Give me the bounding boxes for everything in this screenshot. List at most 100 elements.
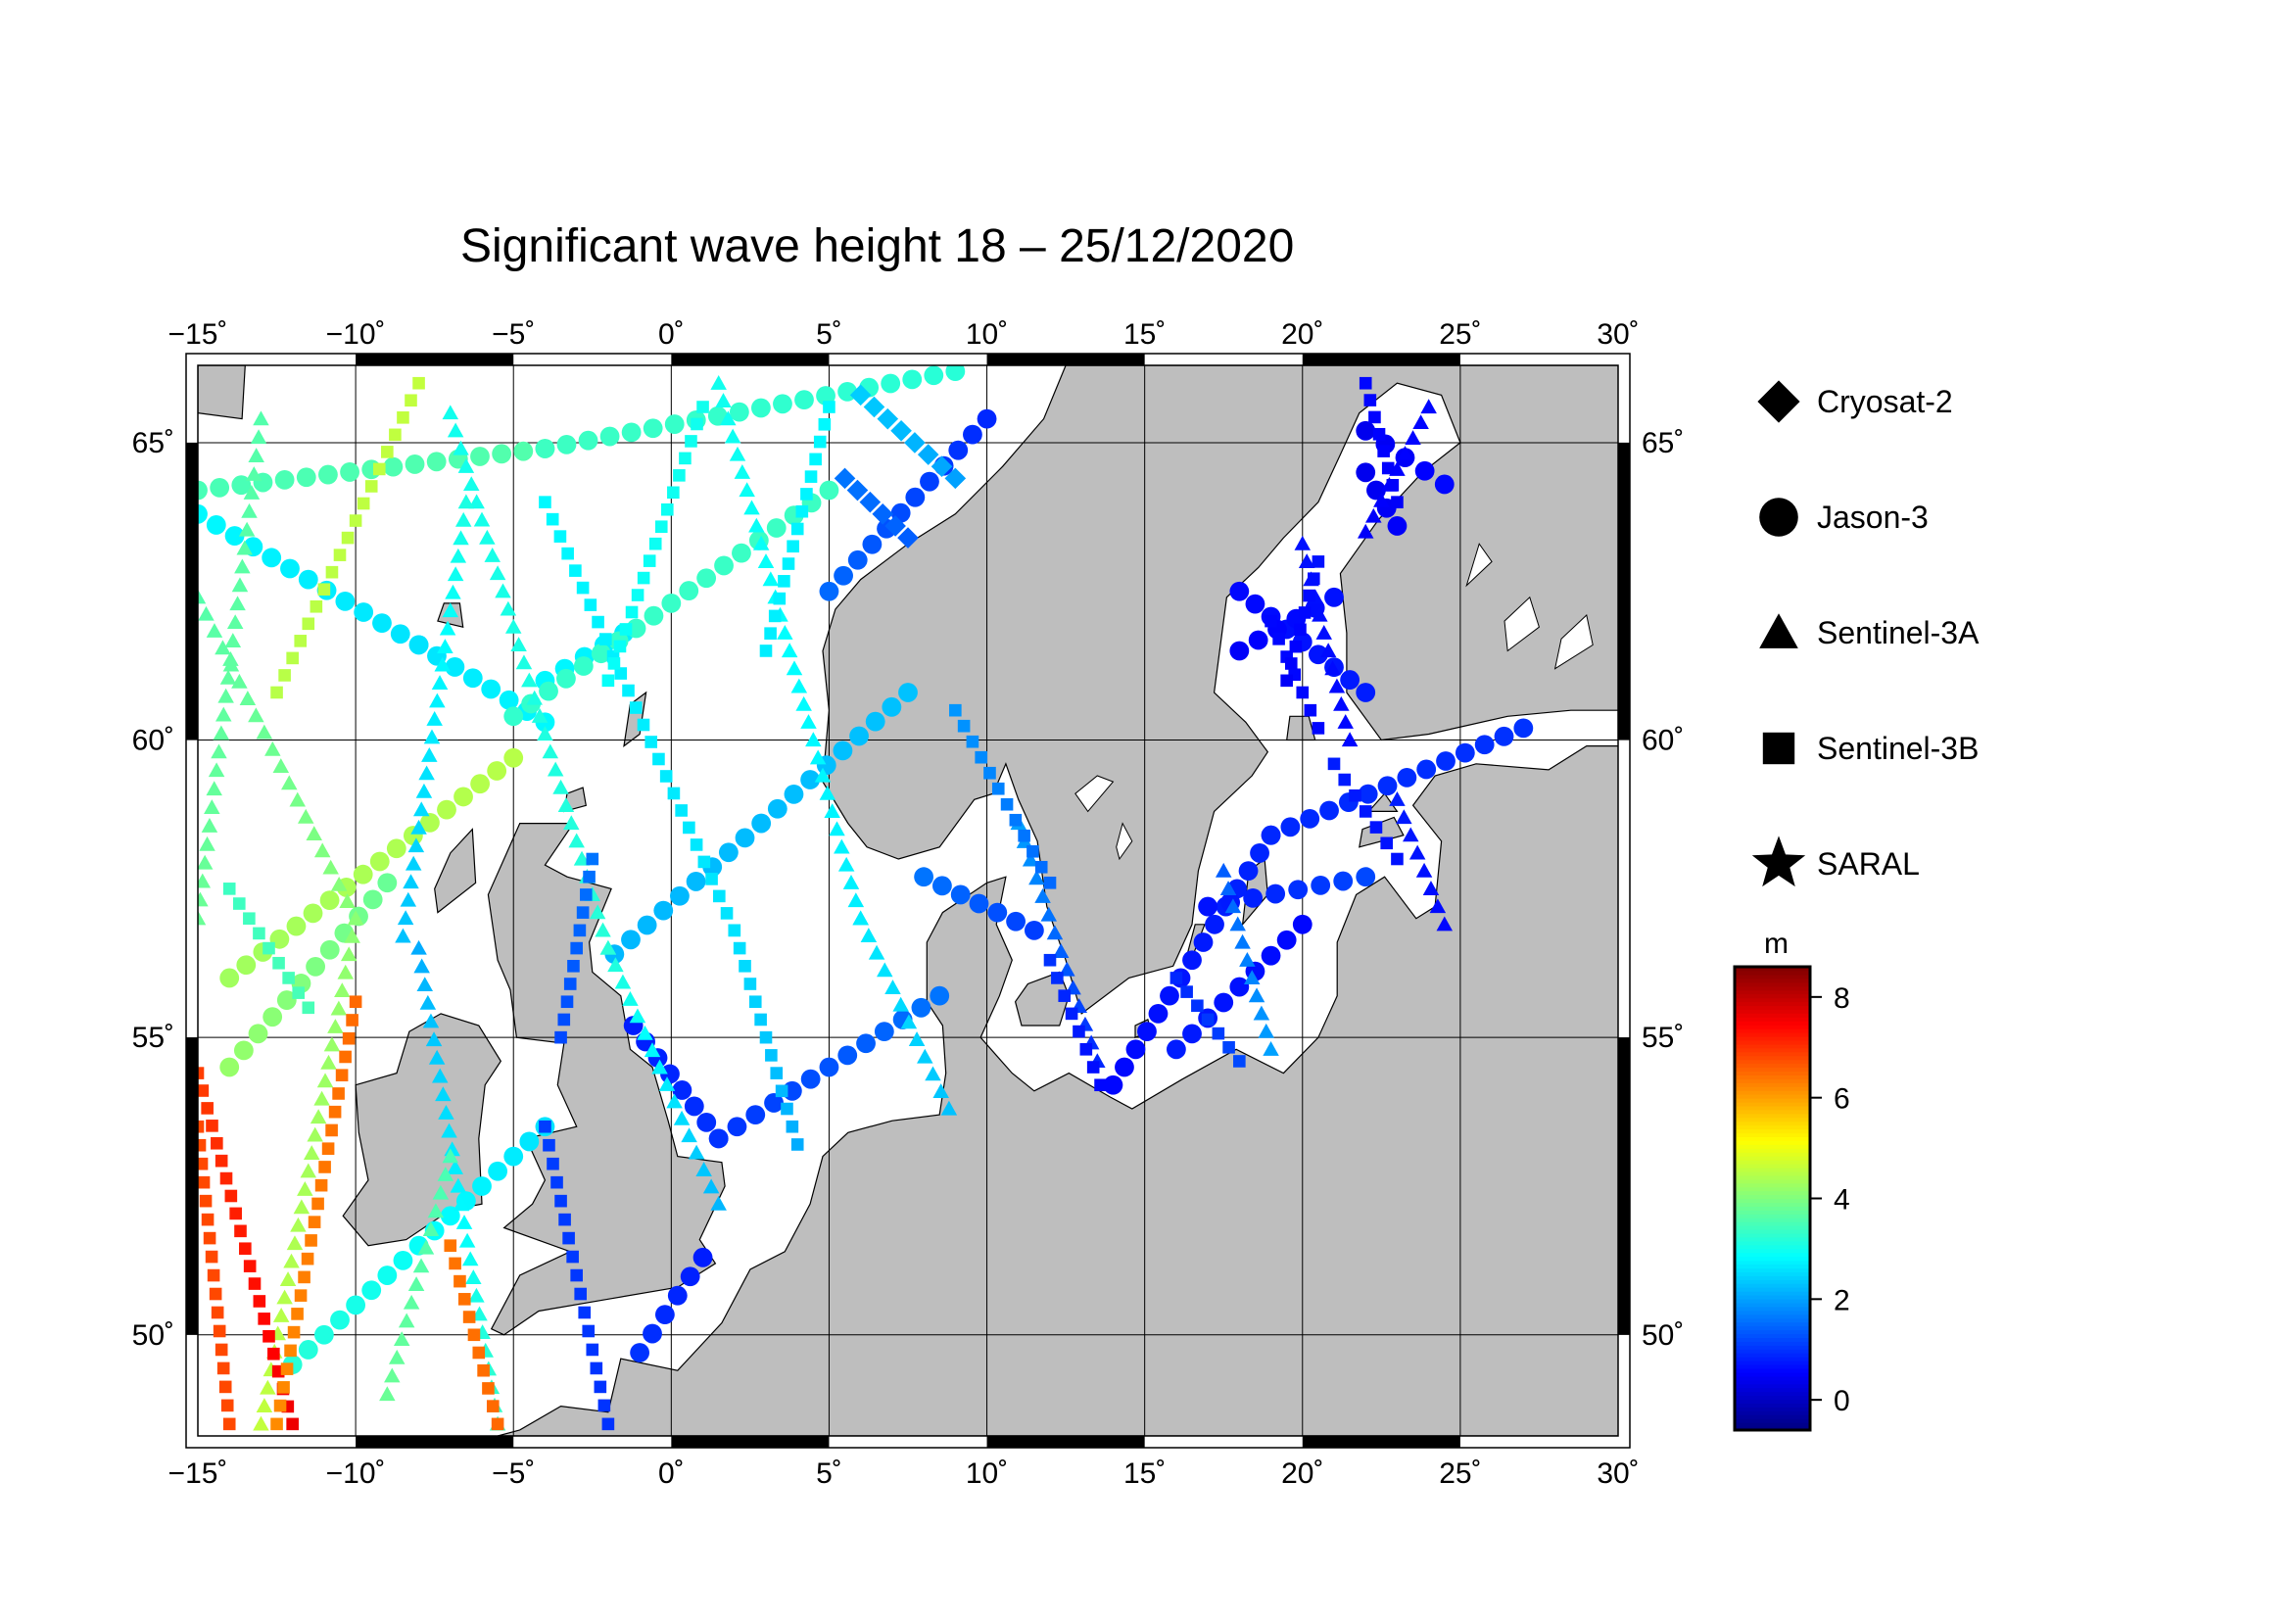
data-point [667, 486, 680, 500]
data-point [661, 502, 674, 516]
data-point [1079, 1043, 1093, 1056]
colorbar-segment [1735, 1291, 1810, 1296]
data-point [349, 995, 362, 1009]
data-point [696, 1113, 717, 1132]
data-point [210, 477, 230, 498]
data-point [333, 549, 347, 561]
data-point [313, 1090, 330, 1106]
data-point [1180, 985, 1193, 998]
data-point [198, 1175, 211, 1189]
colorbar-segment [1735, 1009, 1810, 1014]
data-point [720, 907, 734, 920]
data-point [377, 873, 398, 893]
data-point [318, 1161, 331, 1173]
data-point [286, 651, 299, 665]
lon-tick-label-bottom: −15˚ [168, 1457, 228, 1490]
colorbar-segment [1735, 1136, 1810, 1141]
data-point [272, 956, 285, 970]
data-point [1034, 860, 1048, 874]
data-point [1311, 875, 1331, 895]
data-point [236, 955, 257, 976]
lon-tick-label-top: 25˚ [1439, 318, 1481, 351]
data-point [233, 1040, 254, 1061]
data-point [847, 549, 868, 570]
data-point [594, 1380, 607, 1394]
data-point [773, 394, 792, 414]
colorbar-segment [1735, 1132, 1810, 1138]
data-point [453, 530, 469, 546]
data-point [349, 514, 362, 527]
colorbar-segment [1735, 1152, 1810, 1157]
colorbar-segment [1735, 1252, 1810, 1258]
colorbar-segment [1735, 1055, 1810, 1061]
data-point [330, 1310, 350, 1330]
data-point [569, 564, 582, 577]
data-point [599, 426, 620, 447]
colorbar-segment [1735, 1298, 1810, 1304]
data-point [428, 1049, 446, 1065]
data-point [784, 784, 804, 804]
data-point [692, 1247, 713, 1267]
data-point [211, 1306, 224, 1319]
data-point [198, 854, 214, 870]
data-point [816, 386, 835, 406]
data-point [310, 599, 323, 613]
colorbar-segment [1735, 1407, 1810, 1411]
data-point [672, 1080, 692, 1100]
data-point [1513, 718, 1534, 739]
data-point [1086, 1061, 1100, 1074]
data-point [546, 512, 559, 526]
data-point [330, 876, 348, 891]
data-point [239, 1242, 252, 1256]
data-point [277, 1381, 290, 1394]
data-point [486, 1400, 500, 1412]
data-point [407, 837, 425, 853]
data-point [294, 635, 308, 647]
colorbar-segment [1735, 1426, 1810, 1431]
colorbar-segment [1735, 1422, 1810, 1427]
lon-tick-label-bottom: 0˚ [658, 1457, 685, 1490]
data-point [303, 903, 323, 924]
frame-segment [671, 354, 830, 365]
data-point [219, 1057, 240, 1077]
data-point [1420, 399, 1437, 414]
data-point [890, 419, 912, 442]
data-point [1381, 461, 1395, 475]
data-point [775, 1084, 788, 1098]
data-point [335, 1069, 349, 1082]
data-point [450, 548, 467, 563]
data-point [294, 1289, 308, 1302]
data-point [301, 1252, 314, 1266]
data-point [289, 791, 307, 807]
data-point [201, 1213, 215, 1226]
data-point [578, 1306, 592, 1319]
data-point [586, 852, 599, 866]
data-point [914, 867, 934, 887]
data-point [423, 729, 441, 744]
data-point [1239, 951, 1256, 967]
circle-icon [1759, 498, 1798, 537]
data-point [552, 779, 569, 794]
data-point [859, 491, 882, 513]
data-point [1436, 916, 1454, 931]
legend-item-triangle: Sentinel-3A [1759, 613, 1980, 650]
data-point [1169, 972, 1183, 984]
data-point [1253, 1005, 1270, 1021]
lake-outline [1116, 822, 1133, 861]
data-point [619, 623, 633, 636]
colorbar-segment [1735, 1248, 1810, 1254]
data-point [963, 424, 982, 445]
figure-title: Significant wave height 18 – 25/12/2020 [460, 220, 1295, 272]
colorbar-segment [1735, 1399, 1810, 1405]
data-point [932, 876, 952, 896]
data-point [504, 618, 522, 634]
data-point [434, 656, 451, 672]
data-point [637, 718, 650, 732]
data-point [621, 930, 641, 950]
data-point [444, 1239, 457, 1252]
colorbar-segment [1735, 1182, 1810, 1188]
data-point [342, 1031, 356, 1045]
data-point [1193, 932, 1214, 952]
data-point [1115, 1057, 1134, 1077]
